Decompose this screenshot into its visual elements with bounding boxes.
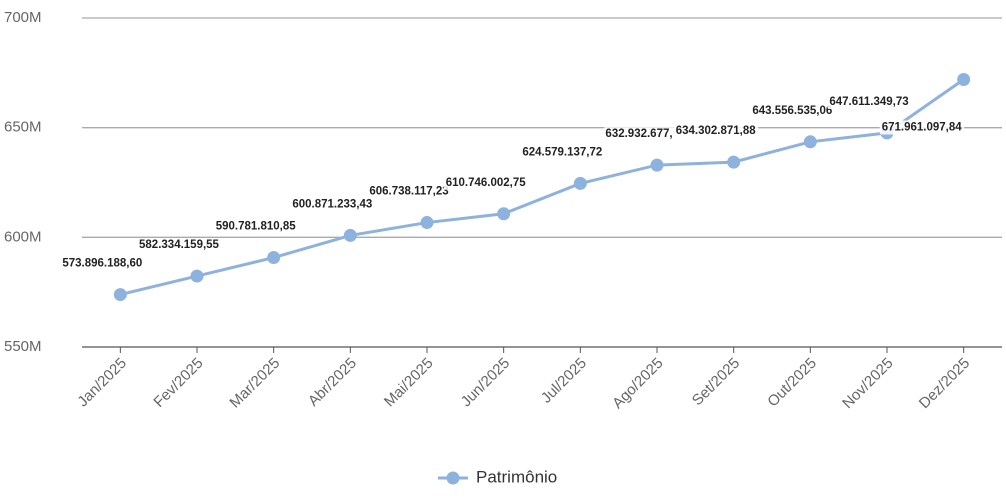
x-tick-label: Mai/2025 (381, 355, 437, 411)
value-label-group: 624.579.137,72 (520, 145, 605, 160)
value-label-group: 632.932.677, (603, 127, 675, 142)
value-label-group: 671.961.097,84 (879, 120, 965, 135)
data-point (343, 228, 357, 242)
value-label: 590.781.810,85 (216, 221, 297, 233)
legend-label: Patrimônio (476, 467, 557, 486)
x-tick-label: Nov/2025 (839, 355, 896, 412)
x-tick-label: Mar/2025 (226, 355, 283, 412)
value-label: 671.961.097,84 (882, 122, 963, 134)
value-label-group: 634.302.871,88 (673, 124, 759, 139)
value-label-group: 610.746.002,75 (443, 175, 529, 190)
value-label-bg (367, 184, 451, 199)
value-label-bg (750, 103, 835, 118)
data-point (727, 155, 741, 169)
data-point (573, 176, 587, 190)
value-label: 573.896.188,60 (62, 258, 142, 270)
data-point (420, 216, 434, 230)
value-label-group: 590.781.810,85 (213, 219, 299, 234)
data-point (497, 207, 511, 221)
y-tick-label: 650M (4, 119, 42, 136)
y-tick-label: 600M (4, 228, 42, 245)
y-tick-label: 700M (4, 9, 42, 26)
value-label-bg (290, 197, 375, 212)
value-label: 647.611.349,73 (829, 96, 908, 108)
value-label: 643.556.535,06 (752, 105, 832, 117)
value-label: 600.871.233,43 (292, 198, 372, 210)
value-label: 606.738.117,23 (369, 186, 448, 198)
x-tick-label: Jun/2025 (458, 355, 514, 411)
value-label: 632.932.677, (605, 128, 672, 140)
value-label: 582.334.159,55 (139, 239, 220, 251)
value-label-bg (603, 127, 675, 142)
series-line (119, 78, 965, 297)
data-point (113, 288, 127, 302)
value-label-group: 606.738.117,23 (367, 184, 451, 199)
x-tick-label: Ago/2025 (609, 355, 666, 412)
value-label-bg (213, 219, 299, 234)
value-label: 610.746.002,75 (446, 177, 527, 189)
x-tick-label: Dez/2025 (916, 355, 973, 412)
value-label-group: 647.611.349,73 (827, 94, 911, 109)
data-point (803, 135, 817, 149)
value-label-bg (137, 238, 222, 253)
value-label: 624.579.137,72 (522, 146, 602, 158)
value-label-bg (443, 175, 529, 190)
x-tick-label: Fev/2025 (150, 355, 206, 411)
x-tick-label: Out/2025 (764, 355, 820, 411)
data-point (650, 158, 664, 172)
value-label-group: 643.556.535,06 (750, 103, 835, 118)
x-tick-label: Jul/2025 (538, 355, 590, 407)
value-label-bg (879, 120, 965, 135)
data-point (190, 269, 204, 283)
x-tick-label: Abr/2025 (305, 355, 360, 410)
value-label-bg (673, 124, 759, 139)
x-tick-label: Set/2025 (689, 355, 743, 409)
data-point (267, 251, 281, 265)
value-label-bg (60, 256, 145, 271)
value-label-group: 600.871.233,43 (290, 197, 375, 212)
value-label-group: 573.896.188,60 (60, 256, 145, 271)
value-label-group: 582.334.159,55 (137, 238, 222, 253)
legend-marker (446, 471, 460, 485)
y-tick-label: 550M (4, 338, 42, 355)
x-tick-label: Jan/2025 (74, 355, 130, 411)
value-label-bg (520, 145, 605, 160)
value-label-bg (827, 94, 911, 109)
value-label: 634.302.871,88 (676, 125, 757, 137)
data-point (957, 72, 971, 86)
